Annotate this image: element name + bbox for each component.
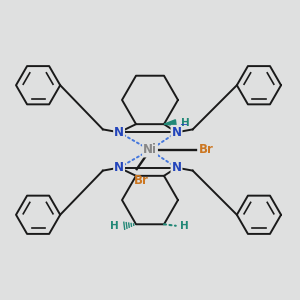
Text: H: H: [110, 221, 118, 231]
Text: H: H: [180, 221, 189, 231]
Text: N: N: [114, 161, 124, 174]
Text: N: N: [114, 126, 124, 139]
Text: N: N: [172, 161, 182, 174]
Text: Br: Br: [199, 143, 214, 157]
Text: Br: Br: [134, 174, 149, 187]
Text: −: −: [180, 120, 188, 130]
Text: Ni: Ni: [143, 143, 157, 157]
Text: N: N: [172, 126, 182, 139]
Polygon shape: [164, 120, 176, 126]
Text: H: H: [181, 118, 190, 128]
